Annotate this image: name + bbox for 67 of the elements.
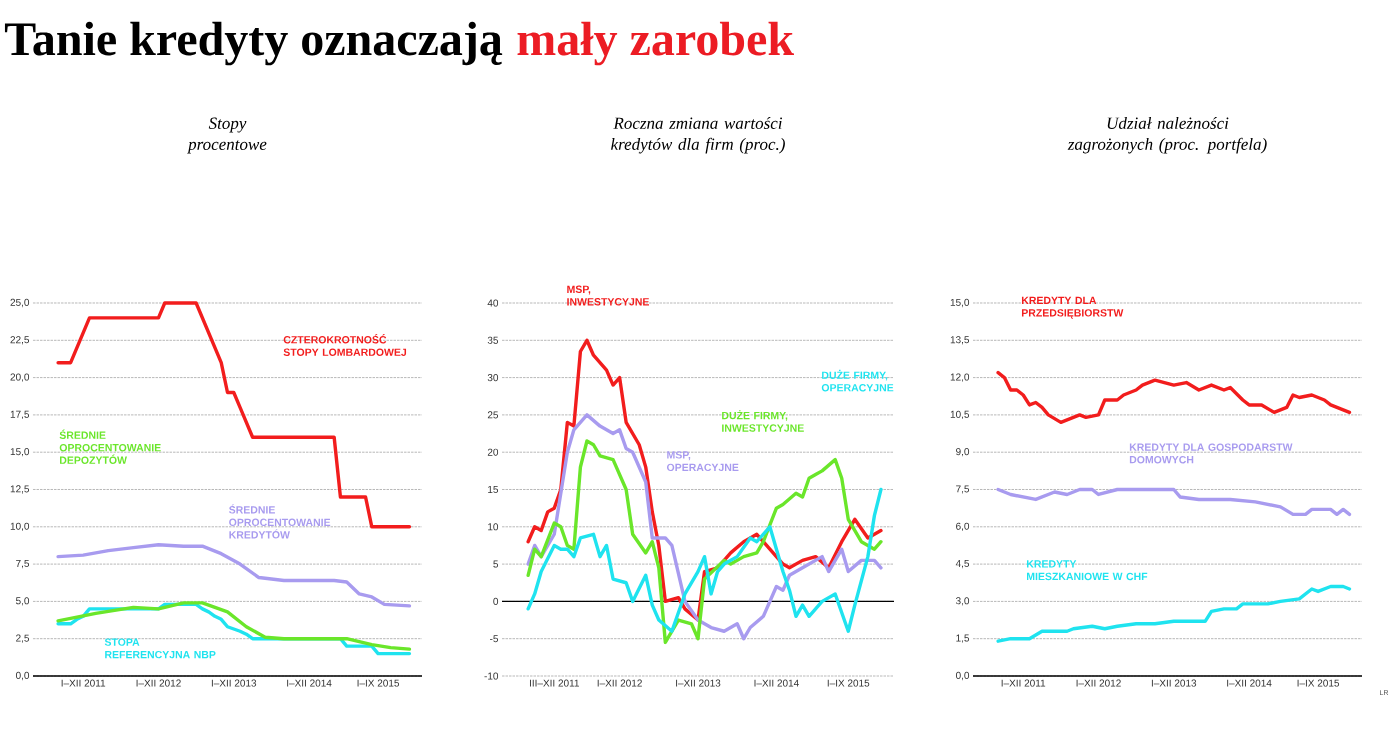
x-tick-label: I–IX 2015 — [827, 679, 870, 687]
y-tick-label: 35 — [487, 336, 499, 344]
text: KREDYTY MIESZKANIOWE W CHF — [1026, 560, 1148, 581]
x-tick-label: I–XII 2013 — [1151, 679, 1197, 687]
y-tick-label: 17,5 — [10, 410, 30, 419]
y-tick-label: 5 — [493, 560, 499, 568]
chart-title: Udział należności zagrożonych (proc. portfela) — [1067, 116, 1267, 154]
text: DUŻE FIRMY, INWESTYCYJNE — [722, 410, 804, 432]
y-tick-label: 10,5 — [950, 410, 970, 420]
x-tick-label: I–XII 2012 — [1076, 679, 1121, 687]
y-tick-label: 5,0 — [15, 597, 30, 606]
y-tick-label: 13,5 — [950, 336, 970, 345]
y-tick-label: 0,0 — [955, 671, 970, 681]
x-tick-label: I–IX 2015 — [357, 679, 400, 687]
y-tick-label: 2,5 — [16, 634, 30, 643]
y-tick-label: 3,0 — [955, 597, 970, 606]
y-tick-label: 40 — [487, 299, 499, 307]
x-tick-label: I–XII 2014 — [287, 679, 332, 687]
series-label: STOPA REFERENCYJNA NBP — [104, 638, 216, 659]
x-tick-label: I–XII 2012 — [597, 679, 642, 687]
text: MSP, INWESTYCYJNE — [567, 285, 650, 306]
y-tick-label: 0,0 — [15, 671, 30, 681]
y-tick-label: 25 — [487, 411, 499, 419]
text: CZTEROKROTNOŚĆ STOPY LOMBARDOWEJ — [283, 334, 407, 356]
y-tick-label: 22,5 — [10, 336, 30, 345]
y-tick-label: -10 — [484, 672, 499, 680]
text: ŚREDNIE OPROCENTOWANIE DEPOZYTÓW — [59, 429, 161, 464]
y-tick-label: 7,5 — [956, 485, 970, 494]
y-tick-label: 15,0 — [10, 448, 30, 457]
text: KREDYTY DLA GOSPODARSTW DOMOWYCH — [1129, 443, 1293, 464]
y-tick-label: 12,5 — [10, 485, 30, 494]
x-tick-label: I–XII 2011 — [1001, 679, 1046, 687]
line-series — [996, 584, 1352, 643]
text: Tanie kredyty oznaczają — [4, 21, 503, 66]
y-tick-label: 10,0 — [10, 522, 30, 531]
series-label: ŚREDNIE OPROCENTOWANIE KREDYTÓW — [229, 504, 331, 539]
y-tick-label: 0 — [493, 597, 499, 605]
text: DUŻE FIRMY, OPERACYJNE — [821, 369, 894, 392]
x-tick-label: I–IX 2015 — [1297, 679, 1340, 687]
y-tick-label: 1,5 — [956, 634, 970, 643]
y-tick-label: 30 — [487, 374, 499, 382]
x-tick-label: I–XII 2013 — [211, 679, 257, 687]
text: KREDYTY DLA PRZEDSIĘBIORSTW — [1021, 296, 1124, 319]
chart-title: Roczna zmiana wartości kredytów dla firm (proc.) — [611, 116, 785, 154]
x-tick-label: III–XII 2011 — [529, 679, 579, 687]
y-tick-label: 25,0 — [10, 298, 30, 308]
y-tick-label: 20 — [487, 448, 499, 456]
y-tick-label: 4,5 — [955, 560, 970, 569]
line-series — [526, 487, 883, 633]
line-series — [996, 370, 1352, 425]
y-tick-label: 7,5 — [16, 560, 30, 569]
text: mały zarobek — [517, 21, 794, 66]
x-tick-label: I–XII 2012 — [136, 679, 181, 687]
y-tick-label: 12,0 — [950, 373, 970, 382]
text: MSP, OPERACYJNE — [666, 451, 739, 472]
x-tick-label: I–XII 2014 — [1227, 679, 1272, 687]
y-tick-label: 15 — [488, 486, 499, 493]
y-tick-label: 10 — [488, 523, 499, 531]
chart-title: Stopy procentowe — [187, 117, 267, 154]
y-tick-label: 9,0 — [956, 448, 970, 457]
x-tick-label: I–XII 2011 — [61, 679, 106, 687]
x-tick-label: I–XII 2014 — [754, 679, 799, 687]
y-tick-label: 20,0 — [10, 373, 30, 382]
y-tick-label: 6,0 — [956, 522, 970, 531]
y-tick-label: 15,0 — [950, 298, 970, 308]
y-tick-label: -5 — [490, 635, 499, 643]
x-tick-label: I–XII 2013 — [676, 679, 721, 687]
